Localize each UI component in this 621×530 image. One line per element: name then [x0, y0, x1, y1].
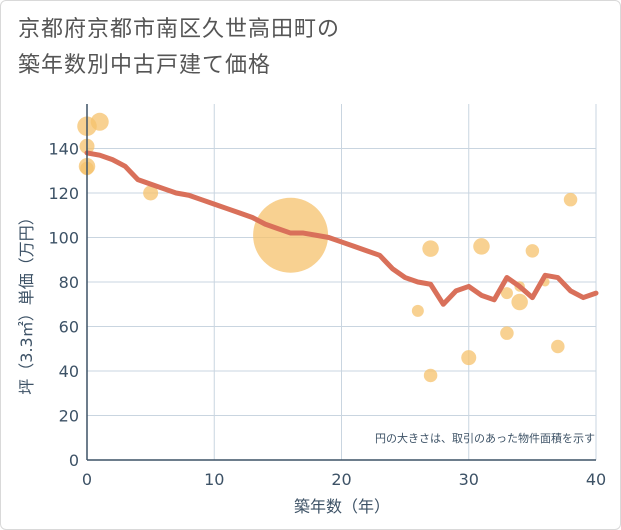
- data-bubble: [511, 293, 528, 311]
- x-tick-label: 20: [331, 470, 351, 489]
- data-bubble: [411, 304, 424, 317]
- data-bubble: [423, 368, 438, 383]
- bubble-series: [77, 112, 578, 383]
- y-tick-label: 20: [59, 407, 79, 426]
- x-tick-label: 40: [586, 470, 606, 489]
- axes: 0 10 20 30 40 0 20 40 60 80 100 120 140: [48, 104, 606, 489]
- data-bubble: [525, 244, 540, 258]
- x-tick-label: 30: [459, 470, 479, 489]
- trend-line: [84, 150, 599, 307]
- data-bubble: [500, 287, 513, 300]
- y-tick-label: 40: [59, 362, 79, 381]
- data-bubble: [500, 326, 514, 340]
- data-bubble: [461, 350, 477, 366]
- data-bubble: [551, 339, 565, 354]
- data-bubble: [473, 238, 490, 255]
- data-bubble: [143, 185, 159, 201]
- x-tick-label: 0: [82, 470, 92, 489]
- y-axis-label: 坪（3.3㎡）単価（万円）: [17, 209, 36, 394]
- y-tick-label: 100: [48, 229, 79, 248]
- data-bubble: [563, 192, 578, 207]
- x-tick-label: 10: [204, 470, 224, 489]
- y-tick-label: 80: [59, 273, 79, 292]
- y-tick-label: 120: [48, 184, 79, 203]
- x-axis-label: 築年数（年）: [294, 497, 390, 516]
- chart-title: 京都府京都市南区久世高田町の 築年数別中古戸建て価格: [18, 17, 341, 78]
- data-bubble: [422, 240, 439, 257]
- y-tick-label: 0: [69, 451, 79, 470]
- trend-series: [84, 150, 599, 307]
- data-bubble: [90, 112, 109, 131]
- y-tick-label: 60: [59, 318, 79, 337]
- size-note: 円の大きさは、取引のあった物件面積を示す: [375, 431, 595, 445]
- y-tick-label: 140: [48, 140, 79, 159]
